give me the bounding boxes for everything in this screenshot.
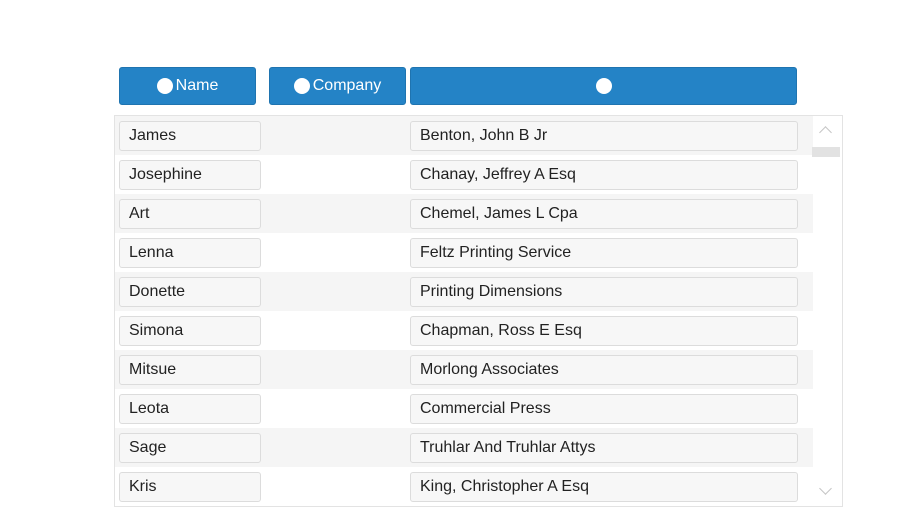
circle-icon <box>156 78 173 94</box>
table-row: Kris King, Christopher A Esq <box>115 467 813 506</box>
table-row: Leota Commercial Press <box>115 389 813 428</box>
table-row: Sage Truhlar And Truhlar Attys <box>115 428 813 467</box>
header-name-label: Name <box>175 77 219 94</box>
first-name-cell[interactable]: Josephine <box>119 160 261 190</box>
circle-icon <box>293 78 310 94</box>
table-row: Donette Printing Dimensions <box>115 272 813 311</box>
first-name-cell[interactable]: Mitsue <box>119 355 261 385</box>
company-cell[interactable]: Chanay, Jeffrey A Esq <box>410 160 798 190</box>
company-cell[interactable]: Truhlar And Truhlar Attys <box>410 433 798 463</box>
company-cell[interactable]: Feltz Printing Service <box>410 238 798 268</box>
header-name-button[interactable]: Name <box>119 67 256 105</box>
header-company-label: Company <box>312 77 382 94</box>
first-name-cell[interactable]: Simona <box>119 316 261 346</box>
header-company-button[interactable]: Company <box>269 67 406 105</box>
header-third-button[interactable] <box>410 67 797 105</box>
data-grid: James Benton, John B Jr Josephine Chanay… <box>114 115 843 507</box>
table-row: Mitsue Morlong Associates <box>115 350 813 389</box>
first-name-cell[interactable]: Donette <box>119 277 261 307</box>
vertical-scrollbar[interactable] <box>812 116 842 506</box>
first-name-cell[interactable]: Kris <box>119 472 261 502</box>
company-cell[interactable]: King, Christopher A Esq <box>410 472 798 502</box>
company-cell[interactable]: Morlong Associates <box>410 355 798 385</box>
table-row: Josephine Chanay, Jeffrey A Esq <box>115 155 813 194</box>
first-name-cell[interactable]: Art <box>119 199 261 229</box>
company-cell[interactable]: Printing Dimensions <box>410 277 798 307</box>
table-row: James Benton, John B Jr <box>115 116 813 155</box>
scroll-down-icon[interactable] <box>818 482 832 498</box>
circle-icon <box>595 78 612 94</box>
scroll-up-icon[interactable] <box>818 124 832 139</box>
company-cell[interactable]: Benton, John B Jr <box>410 121 798 151</box>
table-row: Simona Chapman, Ross E Esq <box>115 311 813 350</box>
table-row: Art Chemel, James L Cpa <box>115 194 813 233</box>
first-name-cell[interactable]: James <box>119 121 261 151</box>
grid-rows: James Benton, John B Jr Josephine Chanay… <box>115 116 813 506</box>
company-cell[interactable]: Commercial Press <box>410 394 798 424</box>
company-cell[interactable]: Chemel, James L Cpa <box>410 199 798 229</box>
first-name-cell[interactable]: Leota <box>119 394 261 424</box>
scroll-thumb[interactable] <box>812 147 840 157</box>
first-name-cell[interactable]: Sage <box>119 433 261 463</box>
table-row: Lenna Feltz Printing Service <box>115 233 813 272</box>
company-cell[interactable]: Chapman, Ross E Esq <box>410 316 798 346</box>
first-name-cell[interactable]: Lenna <box>119 238 261 268</box>
